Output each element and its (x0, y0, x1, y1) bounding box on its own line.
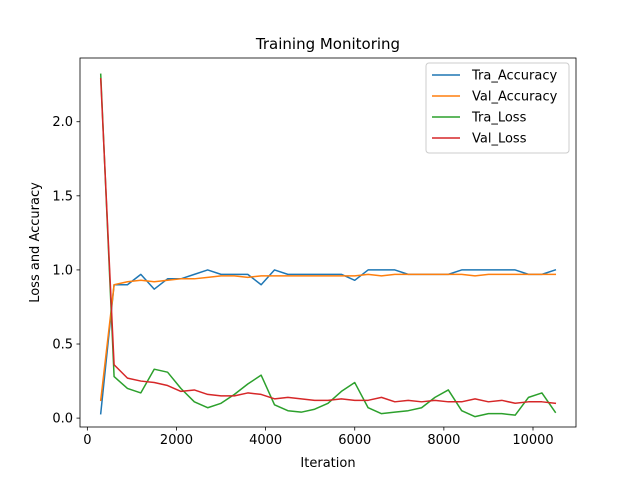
y-tick-label: 0.0 (52, 412, 73, 427)
y-tick-label: 1.5 (52, 189, 73, 204)
chart-title: Training Monitoring (255, 35, 400, 53)
y-tick-label: 2.0 (52, 115, 73, 130)
series-layer (99, 73, 557, 418)
x-axis-label: Iteration (300, 456, 355, 471)
series-line-val-loss (99, 77, 557, 405)
plot-frame (79, 57, 577, 428)
y-tick-label: 1.0 (52, 263, 73, 278)
axes-layer: 0 2000 4000 6000 8000 10000 0.0 0.5 1.0 1.5 2.0 (52, 57, 577, 448)
series-line-val-accuracy (99, 273, 557, 402)
y-axis-label: Loss and Accuracy (28, 182, 43, 303)
legend-entry-label: Tra_Loss (471, 111, 527, 126)
series-line-tra-loss (99, 73, 557, 418)
x-tick-label: 2000 (160, 433, 193, 448)
legend-entry-label: Val_Accuracy (472, 90, 558, 105)
legend-entry-label: Val_Loss (472, 132, 527, 147)
x-tick-label: 4000 (249, 433, 282, 448)
y-tick-label: 0.5 (52, 338, 73, 353)
legend: Tra_Accuracy Val_Accuracy Tra_Loss Val_Loss (425, 62, 570, 154)
x-tick-label: 0 (83, 433, 91, 448)
x-tick-label: 10000 (512, 433, 553, 448)
legend-entry-label: Tra_Accuracy (471, 69, 557, 84)
x-tick-label: 8000 (427, 433, 460, 448)
x-tick-label: 6000 (338, 433, 371, 448)
legend-box (425, 62, 570, 154)
